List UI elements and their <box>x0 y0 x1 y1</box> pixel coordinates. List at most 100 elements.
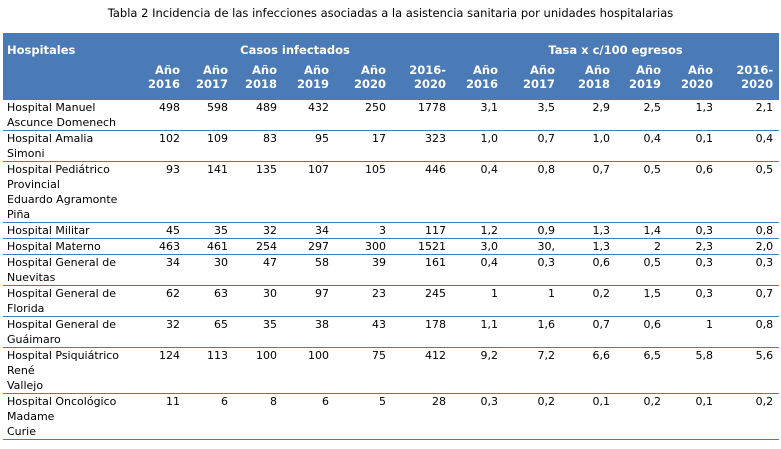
cases-cell: 109 <box>186 130 234 162</box>
cases-cell: 83 <box>234 130 283 162</box>
rate-cell: 0,7 <box>561 316 617 348</box>
hospital-name-line: Hospital Manuel <box>7 101 96 114</box>
rate-cell: 0,5 <box>719 161 780 223</box>
rate-year-header: 2016- 2020 <box>719 63 780 100</box>
cases-cell: 100 <box>234 347 283 394</box>
cases-cell: 432 <box>283 99 335 131</box>
cases-cell: 95 <box>283 130 335 162</box>
rate-cell: 0,8 <box>719 222 780 239</box>
rate-cell: 0,3 <box>719 254 780 286</box>
hospital-name-cell: Hospital Militar <box>3 222 138 239</box>
table-row: Hospital Manuel Ascunce Domenech 498 598 489… <box>3 99 780 131</box>
cases-cell: 117 <box>392 222 453 239</box>
rate-year-header-line: Año <box>688 63 714 77</box>
rate-cell: 5,8 <box>667 347 720 394</box>
cases-cell: 43 <box>335 316 392 348</box>
rate-year-header-line: Año <box>530 63 556 77</box>
cases-cell: 28 <box>392 393 453 440</box>
table-row: Hospital Psiquiátrico René Vallejo 124 113 10… <box>3 347 780 394</box>
cases-cell: 463 <box>138 238 186 255</box>
table-row: Hospital Oncológico Madame Curie 11 6 8 6 5 28 0,… <box>3 393 780 440</box>
hospital-name-line: Hospital General de <box>7 318 116 331</box>
rate-year-header: Año 2016 <box>452 63 505 100</box>
rate-cell: 0,3 <box>504 254 562 286</box>
cases-year-header-line: 2018 <box>244 77 277 91</box>
rate-cell: 1,0 <box>452 130 505 162</box>
rate-cell: 1,3 <box>667 99 720 131</box>
cases-cell: 135 <box>234 161 283 223</box>
rate-cell: 1,3 <box>561 222 617 239</box>
rate-cell: 0,6 <box>667 161 720 223</box>
table-row: Hospital Militar 45 35 32 34 3 117 1,2 0,9 1,3 1,4… <box>3 222 780 239</box>
rate-year-header-line: 2017 <box>523 77 556 91</box>
rate-cell: 0,3 <box>667 222 720 239</box>
table-row: Hospital General de Florida 62 63 30 97 23 245 1… <box>3 285 780 317</box>
cases-cell: 5 <box>335 393 392 440</box>
table-row: Hospital Amalia Simoni 102 109 83 95 17 323 1,0 0… <box>3 130 780 162</box>
cases-year-header-line: 2019 <box>296 77 329 91</box>
cases-cell: 30 <box>186 254 234 286</box>
hospital-name-cell: Hospital Oncológico Madame Curie <box>3 393 138 440</box>
rate-cell: 1,6 <box>504 316 562 348</box>
rate-cell: 0,3 <box>667 254 720 286</box>
cases-cell: 6 <box>283 393 335 440</box>
hospital-name-line: Hospital Militar <box>7 224 90 237</box>
hospital-name-line: Hospital Oncológico <box>7 395 117 408</box>
hospital-name-line: Hospital Pediátrico <box>7 163 110 176</box>
rate-cell: 1,2 <box>452 222 505 239</box>
hospital-name-cell: Hospital General de Guáimaro <box>3 316 138 348</box>
table-row: Hospital Materno 463 461 254 297 300 1521 3,0 30… <box>3 238 780 255</box>
rate-cell: 0,4 <box>452 161 505 223</box>
cases-cell: 6 <box>186 393 234 440</box>
rate-year-header: Año 2019 <box>616 63 668 100</box>
rate-cell: 0,4 <box>616 130 668 162</box>
cases-year-header: 2016- 2020 <box>392 63 453 100</box>
rate-cell: 0,3 <box>667 285 720 317</box>
cases-cell: 11 <box>138 393 186 440</box>
rate-year-header-line: 2016- <box>736 63 774 77</box>
cases-cell: 62 <box>138 285 186 317</box>
hospital-name-cell: Hospital Pediátrico Provincial Eduardo Agr… <box>3 161 138 223</box>
table-row: Hospital General de Nuevitas 34 30 47 58 39 161… <box>3 254 780 286</box>
rate-cell: 2,0 <box>719 238 780 255</box>
rate-year-header-line: 2018 <box>578 77 611 91</box>
cases-cell: 17 <box>335 130 392 162</box>
cases-cell: 93 <box>138 161 186 223</box>
hospital-name-line: Madame <box>7 410 55 423</box>
rate-cell: 0,5 <box>616 161 668 223</box>
cases-cell: 30 <box>234 285 283 317</box>
cases-year-header: Año 2017 <box>186 63 234 100</box>
cases-cell: 105 <box>335 161 392 223</box>
cases-cell: 102 <box>138 130 186 162</box>
cases-year-header-line: 2020 <box>414 77 447 91</box>
cases-cell: 250 <box>335 99 392 131</box>
hospital-name-line: Hospital Materno <box>7 240 101 253</box>
hospital-name-line: Guáimaro <box>7 333 61 346</box>
rate-cell: 0,1 <box>667 393 720 440</box>
cases-cell: 35 <box>234 316 283 348</box>
rate-year-header-line: 2020 <box>681 77 714 91</box>
cases-cell: 161 <box>392 254 453 286</box>
cases-cell: 75 <box>335 347 392 394</box>
hospital-name-line: Hospital Amalia <box>7 132 94 145</box>
cases-cell: 297 <box>283 238 335 255</box>
cases-year-header-line: Año <box>203 63 228 77</box>
hospital-name-line: Nuevitas <box>7 271 56 284</box>
hospital-name-cell: Hospital General de Florida <box>3 285 138 317</box>
cases-cell: 34 <box>283 222 335 239</box>
cases-cell: 141 <box>186 161 234 223</box>
cases-year-header: Año 2019 <box>283 63 335 100</box>
rate-year-header: Año 2020 <box>667 63 720 100</box>
rate-cell: 0,4 <box>719 130 780 162</box>
rate-group-header: Tasa x c/100 egresos <box>452 33 780 63</box>
cases-cell: 34 <box>138 254 186 286</box>
cases-cell: 32 <box>138 316 186 348</box>
cases-year-header: Año 2020 <box>335 63 392 100</box>
hospital-name-line: Simoni <box>7 147 45 160</box>
rate-cell: 2,9 <box>561 99 617 131</box>
rate-cell: 6,6 <box>561 347 617 394</box>
rate-cell: 0,1 <box>667 130 720 162</box>
cases-cell: 45 <box>138 222 186 239</box>
cases-cell: 300 <box>335 238 392 255</box>
rate-cell: 3,1 <box>452 99 505 131</box>
